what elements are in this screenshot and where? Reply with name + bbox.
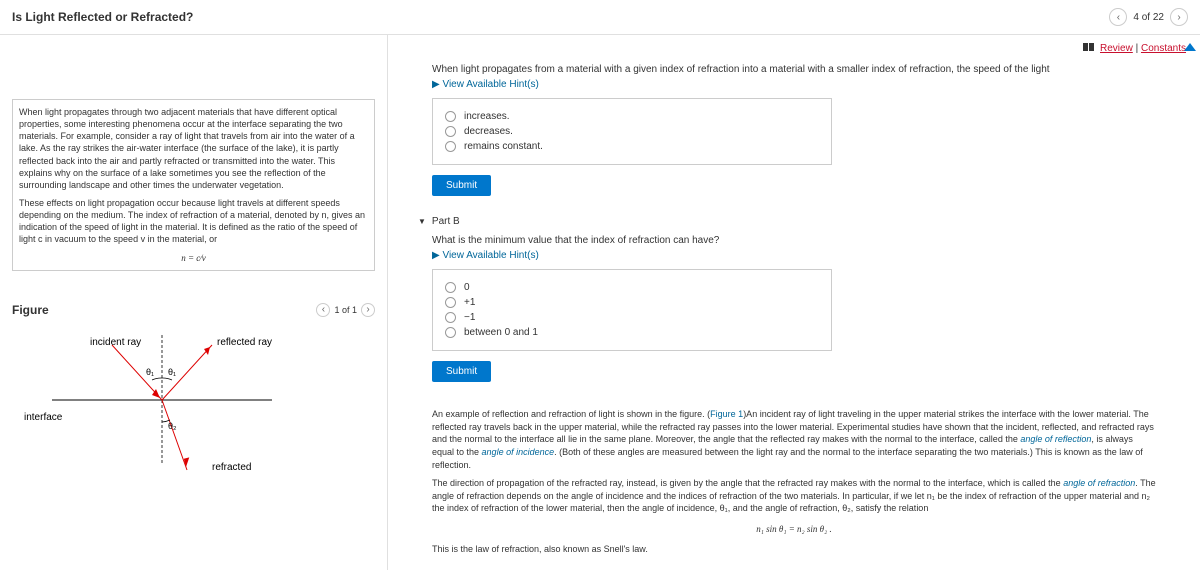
part-a-options: increases. decreases. remains constant. [432, 98, 832, 165]
part-b-hints-toggle[interactable]: ▶ View Available Hint(s) [432, 250, 539, 261]
svg-text:θ₁: θ₁ [168, 367, 176, 377]
figure-next-button[interactable]: › [361, 303, 375, 317]
part-b-option-3-label: between 0 and 1 [464, 327, 538, 338]
part-a-option-0-radio[interactable] [445, 111, 456, 122]
figure-counter: 1 of 1 [334, 305, 357, 315]
part-a-submit-button[interactable]: Submit [432, 175, 491, 196]
part-b-option-3-radio[interactable] [445, 327, 456, 338]
part-a-option-1-label: decreases. [464, 126, 513, 137]
intro-text-box: When light propagates through two adjace… [12, 99, 375, 271]
question-counter: 4 of 22 [1133, 12, 1164, 23]
angle-of-refraction-term: angle of refraction [1063, 478, 1135, 488]
part-a-question: When light propagates from a material wi… [432, 64, 1186, 75]
figure-prev-button[interactable]: ‹ [316, 303, 330, 317]
part-b-collapse-icon[interactable]: ▼ [418, 217, 426, 226]
review-link[interactable]: Review [1100, 43, 1133, 54]
svg-text:incident ray: incident ray [90, 337, 141, 348]
prev-question-button[interactable]: ‹ [1109, 8, 1127, 26]
part-b-option-2-label: −1 [464, 312, 475, 323]
part-b-option-0-label: 0 [464, 282, 470, 293]
figure-1-link[interactable]: Figure 1 [710, 409, 743, 419]
scroll-up-icon[interactable] [1184, 43, 1196, 51]
index-formula: n = c⁄v [19, 252, 368, 264]
flag-icon [1083, 43, 1095, 54]
part-a-option-2-label: remains constant. [464, 141, 543, 152]
svg-text:θ₁: θ₁ [146, 367, 154, 377]
snells-law-caption: This is the law of refraction, also know… [432, 543, 1156, 556]
link-separator: | [1133, 43, 1141, 54]
svg-text:reflected ray: reflected ray [217, 337, 272, 348]
part-a-option-0-label: increases. [464, 111, 510, 122]
snells-law-equation: n₁ sin θ₁ = n₂ sin θ₂ . [432, 523, 1156, 536]
svg-text:refracted: refracted [212, 462, 251, 473]
part-a-hints-toggle[interactable]: ▶ View Available Hint(s) [432, 79, 539, 90]
explanation-passage: An example of reflection and refraction … [432, 408, 1156, 556]
figure-section-title: Figure [12, 303, 49, 317]
part-b-option-0-radio[interactable] [445, 282, 456, 293]
angle-of-reflection-term: angle of reflection [1020, 434, 1091, 444]
intro-para-2: These effects on light propagation occur… [19, 197, 368, 246]
svg-text:θ₂: θ₂ [168, 421, 177, 431]
constants-link[interactable]: Constants [1141, 43, 1186, 54]
angle-of-incidence-term: angle of incidence [482, 447, 555, 457]
part-b-option-1-label: +1 [464, 297, 475, 308]
part-b-option-2-radio[interactable] [445, 312, 456, 323]
page-title: Is Light Reflected or Refracted? [12, 10, 193, 24]
part-b-options: 0 +1 −1 between 0 and 1 [432, 269, 832, 351]
next-question-button[interactable]: › [1170, 8, 1188, 26]
part-a-option-1-radio[interactable] [445, 126, 456, 137]
figure-diagram: incident ray reflected ray refracted int… [12, 325, 375, 475]
intro-para-1: When light propagates through two adjace… [19, 106, 368, 191]
part-a-option-2-radio[interactable] [445, 141, 456, 152]
part-b-question: What is the minimum value that the index… [432, 235, 1186, 246]
svg-text:interface: interface [24, 412, 63, 423]
part-b-submit-button[interactable]: Submit [432, 361, 491, 382]
part-b-option-1-radio[interactable] [445, 297, 456, 308]
part-b-header: Part B [432, 216, 460, 227]
